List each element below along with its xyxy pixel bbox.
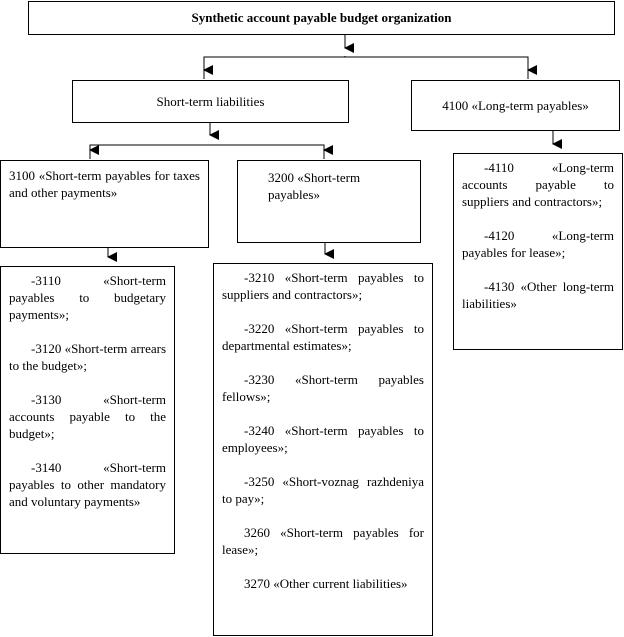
list-item: -3140 «Short-term payables to other mand… — [9, 460, 166, 509]
list-item: -3210 «Short-term payables to suppliers … — [222, 270, 424, 302]
long-term-box: 4100 «Long-term payables» — [411, 80, 620, 131]
root-box: Synthetic account payable budget organiz… — [28, 1, 615, 35]
list-item: -3220 «Short-term payables to department… — [222, 321, 424, 353]
list-item: -4130 «Other long-term liabilities» — [462, 279, 614, 311]
list-item: -3230 «Short-term payables fellows»; — [222, 372, 424, 404]
list-item: 3270 «Other current liabilities» — [244, 576, 408, 591]
items-4100-box: -4110 «Long-term accounts payable to sup… — [453, 153, 623, 350]
list-item: -4120 «Long-term payables for lease»; — [462, 228, 614, 260]
list-item: -3240 «Short-term payables to employees»… — [222, 423, 424, 455]
list-item: 3260 «Short-term payables for lease»; — [222, 525, 424, 557]
group-3200-text: 3200 «Short-term payables» — [268, 170, 361, 202]
list-item: -3120 «Short-term arrears to the budget»… — [9, 341, 167, 373]
group-3100-text: 3100 «Short-term payables for taxes and … — [9, 168, 200, 200]
list-item: -4110 «Long-term accounts payable to sup… — [462, 160, 614, 209]
group-3100-box: 3100 «Short-term payables for taxes and … — [0, 160, 209, 248]
short-term-box: Short-term liabilities — [72, 80, 349, 123]
items-3100-box: -3110 «Short-term payables to budgetary … — [0, 266, 175, 554]
group-3200-box: 3200 «Short-term payables» — [237, 160, 421, 243]
list-item: -3130 «Short-term accounts payable to th… — [9, 392, 166, 441]
list-item: -3250 «Short-voznag razhdeniya to pay»; — [222, 474, 424, 506]
items-3200-box: -3210 «Short-term payables to suppliers … — [213, 263, 433, 636]
list-item: -3110 «Short-term payables to budgetary … — [9, 273, 166, 322]
